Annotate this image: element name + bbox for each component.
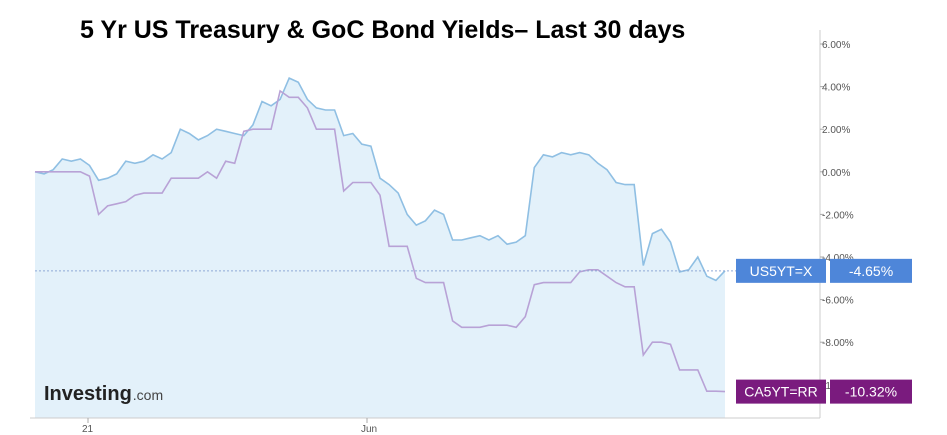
price-tag-ca5yt-rr: CA5YT=RR -10.32% — [736, 379, 912, 404]
y-tick-label: 6.00% — [822, 40, 850, 51]
chart-title: 5 Yr US Treasury & GoC Bond Yields– Last… — [80, 16, 685, 44]
tag-value-box — [830, 258, 912, 283]
brand-suffix: .com — [133, 387, 163, 403]
y-tick-label: 4.00% — [822, 83, 850, 94]
y-tick-label: -6.00% — [822, 296, 854, 307]
series-line-ca5yt-rr — [35, 89, 726, 393]
x-tick-label: 21 — [82, 424, 94, 435]
x-tick-label: Jun — [361, 424, 377, 435]
tag-value-label: -4.65% — [849, 263, 893, 279]
brand-wordmark: Investing — [44, 383, 132, 405]
y-tick-label: -8.00% — [822, 338, 854, 349]
tag-value-box — [830, 379, 912, 404]
tag-name-box — [736, 379, 826, 404]
y-tick-label: -2.00% — [822, 210, 854, 221]
investing-logo: Investing .com — [44, 383, 163, 405]
series-line-us5yt-x — [34, 77, 726, 282]
tag-name-box — [736, 258, 826, 283]
y-tick-label: 2.00% — [822, 125, 850, 136]
y-tick-label: -4.00% — [822, 253, 854, 264]
y-tick-label: 0.00% — [822, 168, 850, 179]
price-tag-us5yt-x: US5YT=X -4.65% — [736, 258, 912, 283]
tag-name-label: CA5YT=RR — [744, 384, 818, 400]
tag-value-label: -10.32% — [845, 384, 897, 400]
series-area-us5yt-x — [35, 78, 725, 418]
tag-name-label: US5YT=X — [750, 263, 813, 279]
